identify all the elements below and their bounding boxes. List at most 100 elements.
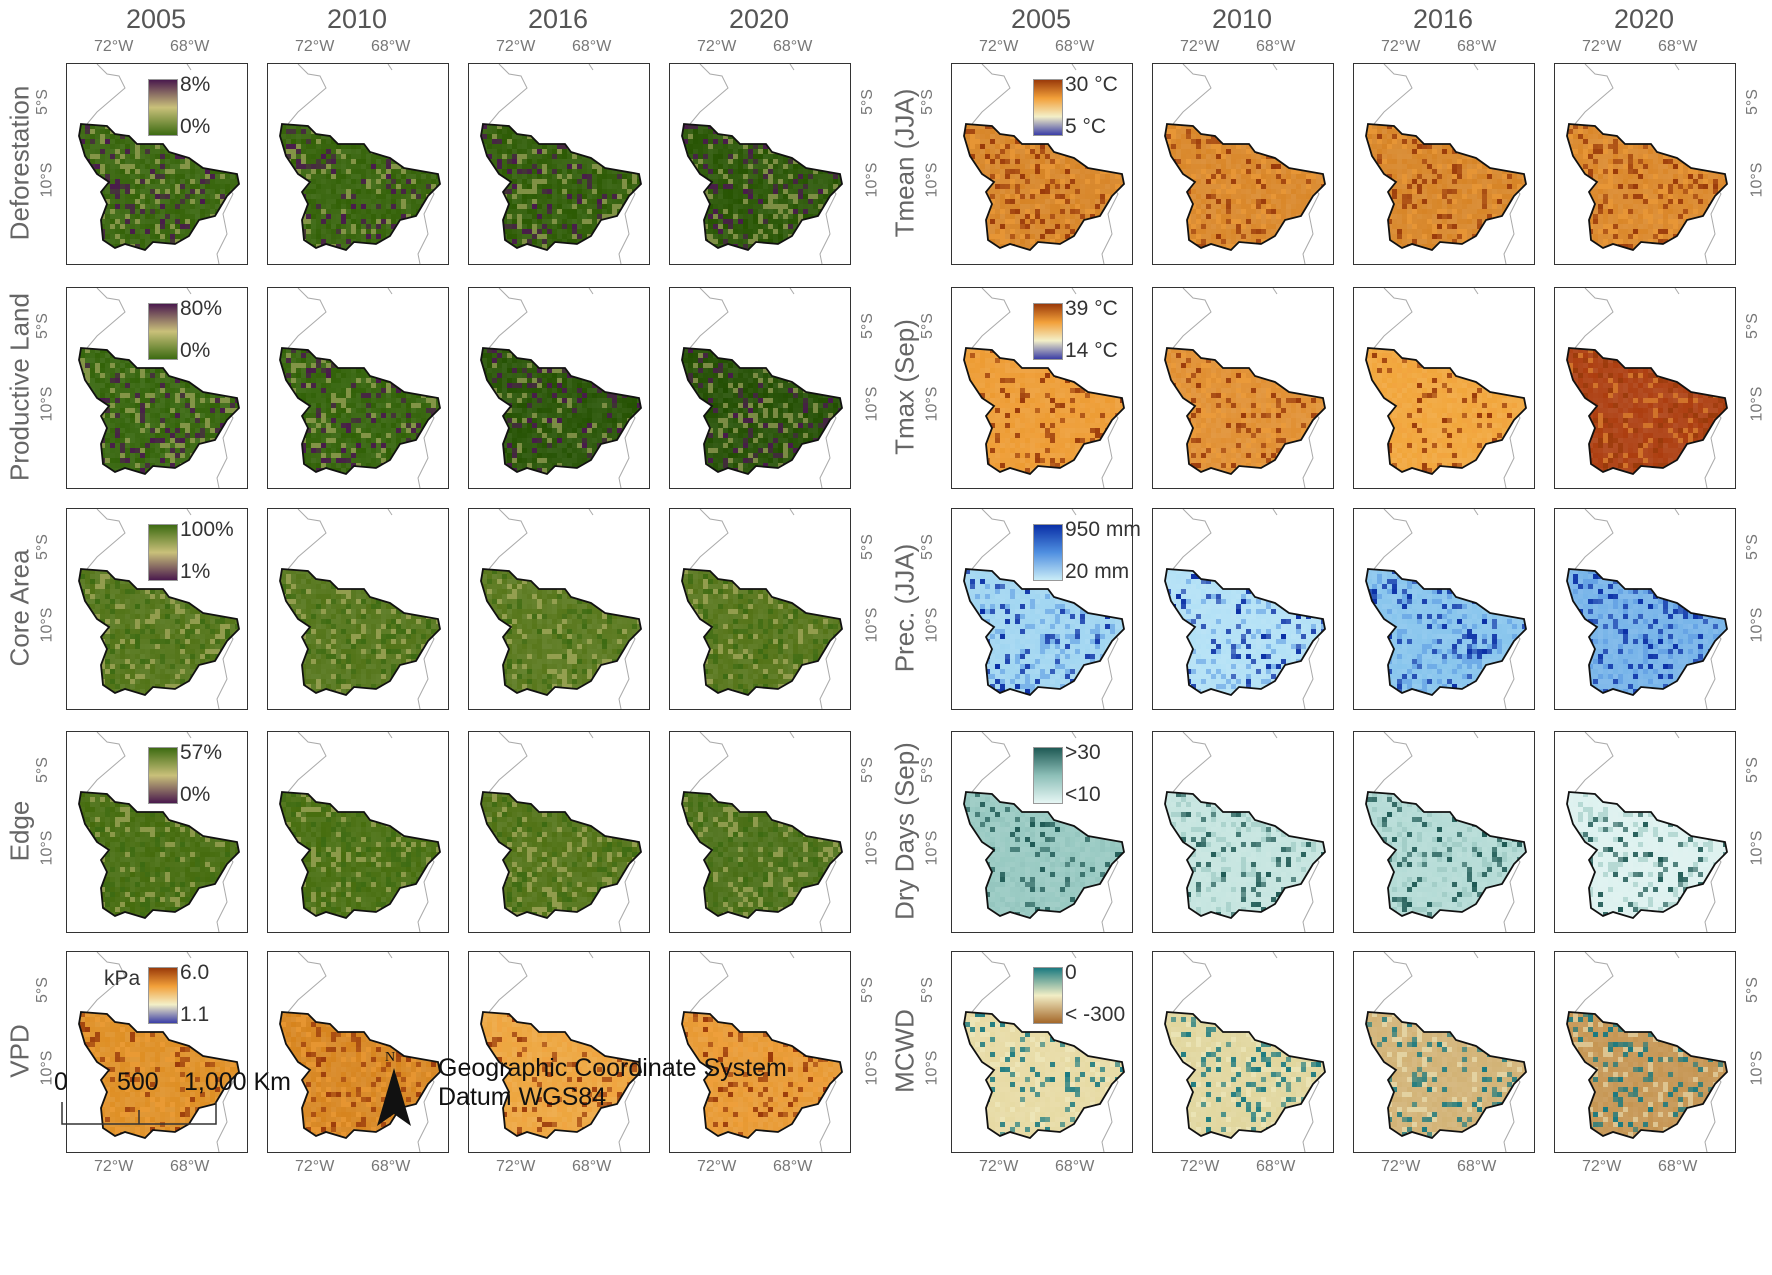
lon-tick-top: 68°W xyxy=(1256,38,1295,56)
lat-tick: 10°S xyxy=(863,831,881,866)
map-panel-tmean-jja--2020 xyxy=(1554,63,1736,265)
lon-tick-top: 68°W xyxy=(1658,38,1697,56)
legend-min: <10 xyxy=(1065,783,1101,807)
lon-tick-bottom: 68°W xyxy=(1256,1158,1295,1176)
lat-tick: 10°S xyxy=(923,163,941,198)
scale-label-500: 500 xyxy=(117,1068,159,1097)
lon-tick-bottom: 68°W xyxy=(1658,1158,1697,1176)
lon-tick-top: 72°W xyxy=(295,38,334,56)
legend-max: 80% xyxy=(180,297,222,321)
lon-tick-bottom: 68°W xyxy=(170,1158,209,1176)
lat-tick: 5°S xyxy=(919,534,937,560)
map-panel-edge-2010 xyxy=(267,731,449,933)
year-header-2020: 2020 xyxy=(669,4,849,35)
legend-colorbar xyxy=(148,303,178,360)
map-panel-productive-land-2016 xyxy=(468,287,650,489)
row-label: Edge xyxy=(5,801,36,862)
map-panel-vpd-2016 xyxy=(468,951,650,1153)
lat-tick: 10°S xyxy=(863,387,881,422)
lat-tick: 5°S xyxy=(1744,977,1762,1003)
lon-tick-top: 72°W xyxy=(1582,38,1621,56)
lat-tick: 10°S xyxy=(863,1051,881,1086)
lat-tick: 10°S xyxy=(38,163,56,198)
legend-max: 950 mm xyxy=(1065,518,1141,542)
map-panel-core-area-2016 xyxy=(468,508,650,710)
legend-max: 30 °C xyxy=(1065,73,1118,97)
legend-min: 0% xyxy=(180,339,210,363)
map-panel-dry-days-sep--2010 xyxy=(1152,731,1334,933)
lon-tick-top: 72°W xyxy=(94,38,133,56)
map-panel-vpd-2010 xyxy=(267,951,449,1153)
legend-colorbar xyxy=(148,967,178,1024)
year-header-2005: 2005 xyxy=(951,4,1131,35)
lon-tick-bottom: 72°W xyxy=(1582,1158,1621,1176)
lon-tick-bottom: 68°W xyxy=(1457,1158,1496,1176)
lat-tick: 5°S xyxy=(859,534,877,560)
year-header-2010: 2010 xyxy=(267,4,447,35)
lat-tick: 10°S xyxy=(38,831,56,866)
lon-tick-bottom: 68°W xyxy=(773,1158,812,1176)
lon-tick-top: 68°W xyxy=(572,38,611,56)
map-panel-edge-2020 xyxy=(669,731,851,933)
legend-colorbar xyxy=(148,524,178,581)
lon-tick-bottom: 72°W xyxy=(496,1158,535,1176)
scale-label-1000: 1,000 Km xyxy=(184,1068,291,1097)
map-panel-tmax-sep--2020 xyxy=(1554,287,1736,489)
legend-min: 5 °C xyxy=(1065,115,1106,139)
lon-tick-top: 68°W xyxy=(170,38,209,56)
crs-line-2: Datum WGS84 xyxy=(438,1083,787,1112)
legend-max: 100% xyxy=(180,518,234,542)
legend-colorbar xyxy=(1033,79,1063,136)
lat-tick: 10°S xyxy=(1748,831,1766,866)
legend-colorbar xyxy=(1033,747,1063,804)
map-panel-prec-jja--2016 xyxy=(1353,508,1535,710)
lon-tick-top: 68°W xyxy=(371,38,410,56)
lat-tick: 10°S xyxy=(1748,387,1766,422)
lon-tick-bottom: 72°W xyxy=(1180,1158,1219,1176)
lat-tick: 5°S xyxy=(859,313,877,339)
lat-tick: 5°S xyxy=(34,534,52,560)
map-panel-productive-land-2010 xyxy=(267,287,449,489)
legend-colorbar xyxy=(148,79,178,136)
crs-line-1: Geographic Coordinate System xyxy=(438,1054,787,1083)
lat-tick: 5°S xyxy=(34,89,52,115)
lat-tick: 10°S xyxy=(923,387,941,422)
legend-colorbar xyxy=(1033,303,1063,360)
lat-tick: 5°S xyxy=(34,977,52,1003)
row-label: Productive Land xyxy=(5,293,36,481)
lat-tick: 5°S xyxy=(859,757,877,783)
map-panel-tmax-sep--2010 xyxy=(1152,287,1334,489)
map-panel-mcwd-2020 xyxy=(1554,951,1736,1153)
scale-label-0: 0 xyxy=(54,1068,68,1097)
lon-tick-bottom: 72°W xyxy=(697,1158,736,1176)
map-panel-prec-jja--2005 xyxy=(951,508,1133,710)
map-panel-productive-land-2005 xyxy=(66,287,248,489)
scale-bar: 0 500 1,000 Km xyxy=(54,1060,291,1130)
map-panel-deforestation-2010 xyxy=(267,63,449,265)
map-panel-productive-land-2020 xyxy=(669,287,851,489)
lat-tick: 10°S xyxy=(1748,163,1766,198)
lat-tick: 10°S xyxy=(923,831,941,866)
row-label: Core Area xyxy=(5,549,36,666)
year-header-2010: 2010 xyxy=(1152,4,1332,35)
legend-max: 8% xyxy=(180,73,210,97)
north-arrow-icon xyxy=(377,1068,411,1126)
lat-tick: 10°S xyxy=(923,608,941,643)
lat-tick: 5°S xyxy=(919,313,937,339)
lon-tick-top: 72°W xyxy=(697,38,736,56)
map-panel-mcwd-2005 xyxy=(951,951,1133,1153)
map-panel-core-area-2020 xyxy=(669,508,851,710)
legend-colorbar xyxy=(1033,967,1063,1024)
lat-tick: 10°S xyxy=(1748,608,1766,643)
map-panel-dry-days-sep--2016 xyxy=(1353,731,1535,933)
map-panel-tmean-jja--2010 xyxy=(1152,63,1334,265)
lat-tick: 5°S xyxy=(34,313,52,339)
lat-tick: 5°S xyxy=(919,977,937,1003)
lat-tick: 5°S xyxy=(1744,89,1762,115)
map-panel-mcwd-2016 xyxy=(1353,951,1535,1153)
legend-max: 6.0 xyxy=(180,961,209,985)
legend-max: 39 °C xyxy=(1065,297,1118,321)
lon-tick-top: 68°W xyxy=(773,38,812,56)
lon-tick-bottom: 72°W xyxy=(94,1158,133,1176)
legend-colorbar xyxy=(1033,524,1063,581)
